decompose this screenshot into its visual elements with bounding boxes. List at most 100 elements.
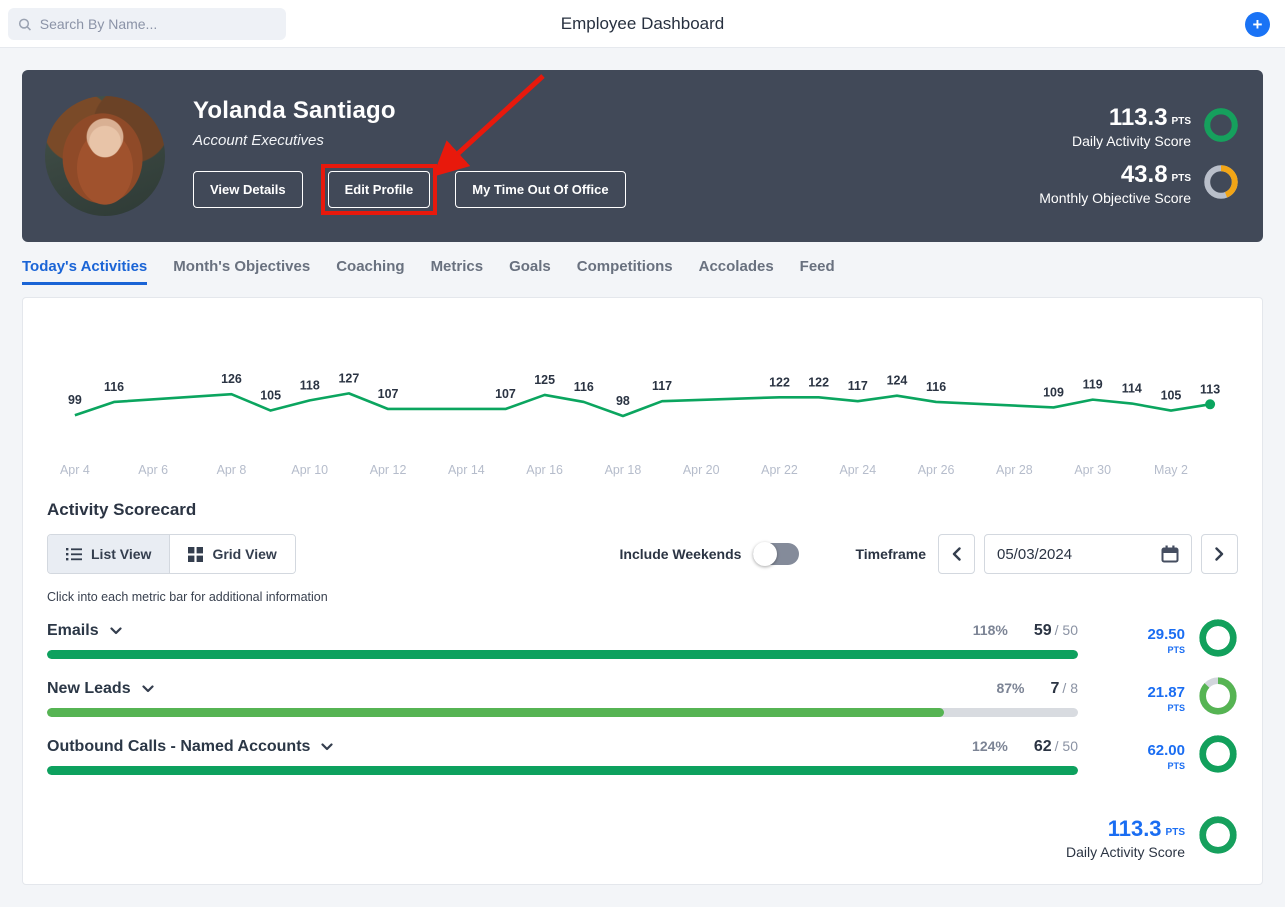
metric-target: / 8 (1062, 680, 1078, 696)
tab-metrics[interactable]: Metrics (430, 258, 484, 275)
metric-fraction: 59/ 50 (1034, 622, 1078, 640)
svg-text:Apr 28: Apr 28 (996, 463, 1033, 477)
svg-text:113: 113 (1200, 382, 1220, 396)
chart-container: 99 116 126 105 118 127 107 107 125 116 98 117 122 122… (47, 316, 1238, 486)
metric-points: 29.50 PTS (1147, 626, 1185, 655)
view-details-button[interactable]: View Details (193, 171, 303, 208)
svg-text:Apr 10: Apr 10 (291, 463, 328, 477)
progress-bar-fill (47, 766, 1078, 775)
metric-label: Outbound Calls - Named Accounts (47, 738, 311, 755)
metric-value: 62 (1033, 738, 1052, 755)
metric-name-emails[interactable]: Emails (47, 622, 122, 640)
svg-text:Apr 16: Apr 16 (526, 463, 563, 477)
scorecard-controls: List View Grid View Include Weekends Tim… (47, 534, 1238, 574)
svg-text:122: 122 (808, 375, 829, 389)
tab-months-objectives[interactable]: Month's Objectives (173, 258, 311, 275)
view-toggle-group: List View Grid View (47, 534, 296, 574)
metric-row-outbound-calls[interactable]: Outbound Calls - Named Accounts 124% 62/… (47, 734, 1238, 779)
profile-actions: View Details Edit Profile My Time Out Of… (193, 164, 626, 215)
chevron-down-icon[interactable] (141, 685, 154, 693)
svg-text:105: 105 (1161, 389, 1182, 403)
grid-icon (188, 546, 204, 562)
svg-text:May 2: May 2 (1154, 463, 1188, 477)
tab-coaching[interactable]: Coaching (336, 258, 405, 275)
profile-header-card: Yolanda Santiago Account Executives View… (22, 70, 1263, 242)
svg-text:105: 105 (260, 389, 281, 403)
profile-info: Yolanda Santiago Account Executives View… (193, 97, 626, 215)
monthly-score-ring (1203, 164, 1239, 205)
svg-text:Apr 12: Apr 12 (370, 463, 407, 477)
metric-fraction: 62/ 50 (1034, 738, 1078, 756)
profile-scores: 113.3 PTS Daily Activity Score 43.8 PTS Mo… (1039, 106, 1239, 206)
tab-feed[interactable]: Feed (799, 258, 835, 275)
activities-card: 99 116 126 105 118 127 107 107 125 116 98 117 122 122… (22, 297, 1263, 885)
metric-name-new-leads[interactable]: New Leads (47, 680, 154, 698)
include-weekends-toggle[interactable] (753, 542, 800, 566)
calendar-icon[interactable] (1161, 545, 1179, 563)
svg-text:Apr 14: Apr 14 (448, 463, 485, 477)
metric-label: New Leads (47, 680, 131, 697)
metric-row-new-leads[interactable]: New Leads 87% 7/ 8 21.87 PTS (47, 676, 1238, 721)
timeframe-label: Timeframe (855, 546, 926, 562)
daily-score-ring (1203, 107, 1239, 148)
metric-value: 7 (1050, 680, 1060, 697)
edit-profile-button[interactable]: Edit Profile (327, 171, 431, 208)
svg-text:Apr 6: Apr 6 (138, 463, 168, 477)
toggle-knob (753, 542, 778, 566)
date-input[interactable] (997, 545, 1153, 563)
grid-view-label: Grid View (212, 546, 277, 562)
metric-name-outbound-calls[interactable]: Outbound Calls - Named Accounts (47, 738, 334, 756)
list-icon (66, 548, 82, 561)
timeframe-prev-button[interactable] (938, 534, 975, 574)
svg-text:Apr 20: Apr 20 (683, 463, 720, 477)
metric-points: 21.87 PTS (1147, 684, 1185, 713)
tab-competitions[interactable]: Competitions (576, 258, 673, 275)
page-title: Employee Dashboard (560, 13, 725, 33)
progress-bar-fill (47, 650, 1078, 659)
svg-text:109: 109 (1043, 385, 1064, 399)
svg-text:127: 127 (339, 371, 360, 385)
metric-ring-outbound-calls (1198, 734, 1238, 779)
metric-target: / 50 (1054, 622, 1078, 638)
svg-text:98: 98 (616, 394, 630, 408)
search-input[interactable] (39, 16, 276, 32)
metric-label: Emails (47, 622, 99, 639)
svg-text:124: 124 (887, 374, 908, 388)
timeframe-next-button[interactable] (1201, 534, 1238, 574)
progress-bar-new-leads[interactable] (47, 708, 1078, 717)
grid-view-button[interactable]: Grid View (169, 535, 295, 573)
activity-line-chart[interactable]: 99 116 126 105 118 127 107 107 125 116 98 117 122 122… (47, 316, 1238, 486)
chevron-down-icon[interactable] (109, 627, 122, 635)
total-score-unit: PTS (1165, 826, 1185, 838)
metric-ring-new-leads (1198, 676, 1238, 721)
timeframe-control: Timeframe (855, 534, 1238, 574)
search-icon (18, 18, 31, 31)
metric-fraction: 7/ 8 (1051, 680, 1078, 698)
svg-text:117: 117 (652, 379, 672, 393)
time-out-of-office-button[interactable]: My Time Out Of Office (455, 171, 626, 208)
daily-activity-score: 113.3 PTS Daily Activity Score (1039, 106, 1239, 149)
chevron-right-icon (1215, 547, 1224, 561)
monthly-score-unit: PTS (1171, 173, 1191, 184)
tab-accolades[interactable]: Accolades (698, 258, 774, 275)
add-button[interactable]: + (1245, 12, 1270, 37)
monthly-objective-score: 43.8 PTS Monthly Objective Score (1039, 163, 1239, 206)
progress-bar-emails[interactable] (47, 650, 1078, 659)
timeframe-date-field[interactable] (984, 534, 1192, 574)
total-score-value: 113.3 (1107, 815, 1162, 841)
progress-bar-outbound-calls[interactable] (47, 766, 1078, 775)
metric-row-emails[interactable]: Emails 118% 59/ 50 29.50 PTS (47, 618, 1238, 663)
tab-todays-activities[interactable]: Today's Activities (22, 258, 148, 285)
search-box[interactable] (8, 8, 286, 40)
chevron-down-icon[interactable] (321, 743, 334, 751)
scorecard-heading: Activity Scorecard (47, 500, 197, 519)
svg-text:Apr 26: Apr 26 (918, 463, 955, 477)
list-view-button[interactable]: List View (48, 535, 170, 573)
include-weekends-control: Include Weekends (620, 542, 800, 566)
svg-text:126: 126 (221, 372, 242, 386)
daily-activity-total: 113.3 PTS Daily Activity Score (47, 815, 1238, 860)
progress-bar-fill (47, 708, 944, 717)
svg-text:Apr 30: Apr 30 (1074, 463, 1111, 477)
monthly-score-value: 43.8 (1120, 161, 1168, 188)
tab-goals[interactable]: Goals (509, 258, 551, 275)
